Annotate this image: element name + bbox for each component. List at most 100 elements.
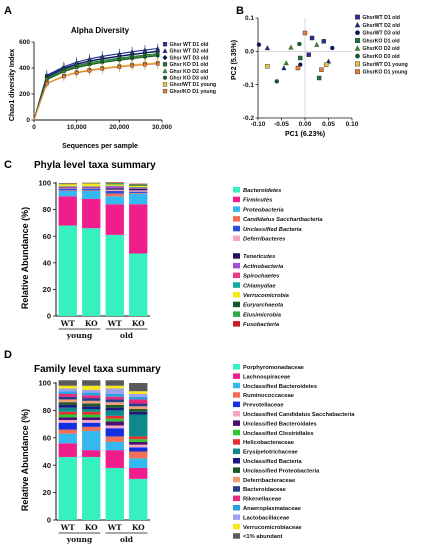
group-label: old — [120, 331, 134, 340]
bar-segment — [59, 190, 77, 191]
legend-label-a: Ghsr KO D3 old — [170, 76, 209, 82]
bar-segment — [82, 190, 100, 191]
bar-segment — [106, 186, 124, 187]
scatter-point — [310, 36, 314, 40]
panel-label-a: A — [4, 5, 12, 17]
bar-segment — [129, 406, 147, 409]
bar-segment — [59, 380, 77, 385]
legend-swatch — [233, 486, 240, 492]
legend-label-b: GhsrKO D2 old — [363, 46, 400, 52]
legend-label-b: GhsrWT D2 old — [363, 23, 400, 29]
bar-segment — [82, 188, 100, 189]
scatter-point — [289, 45, 294, 50]
bar-segment — [129, 439, 147, 442]
bar-segment — [129, 447, 147, 451]
bar-segment — [59, 191, 77, 196]
legend-marker-b — [355, 46, 360, 51]
bar-segment — [59, 226, 77, 316]
bar-segment — [106, 419, 124, 422]
data-point — [143, 55, 146, 58]
bar-segment — [82, 423, 100, 427]
scatter-point — [265, 64, 269, 68]
bar-segment — [106, 184, 124, 185]
legend-label-a: Ghsr KO D1 old — [170, 62, 209, 68]
scatter-point — [265, 46, 270, 51]
bar-segment — [82, 457, 100, 520]
y-tick-label: 40 — [43, 461, 51, 470]
legend-label: Unclassified Candidatus Sacchabacteria — [243, 412, 355, 418]
bar-segment — [129, 412, 147, 415]
x-tick-label-a: 0 — [32, 124, 36, 131]
legend-label: Chlamydiae — [243, 283, 276, 289]
legend-marker-b — [355, 31, 359, 35]
legend-label: Unclassified Clostridiales — [243, 431, 314, 437]
legend-swatch — [233, 402, 240, 408]
legend-label: Tenericutes — [243, 254, 276, 260]
bar-segment — [106, 405, 124, 408]
y-axis-label-d: Relative Abundance (%) — [20, 409, 30, 511]
data-point — [118, 65, 121, 68]
bar-segment — [129, 479, 147, 520]
x-tick-label: WT — [107, 319, 122, 328]
bar-segment — [106, 425, 124, 428]
bar-segment — [59, 189, 77, 190]
bar-segment — [59, 430, 77, 434]
bar-segment — [129, 185, 147, 186]
bar-segment — [106, 450, 124, 468]
bar-segment — [82, 386, 100, 390]
legend-label-a: Ghsr WT D1 old — [170, 42, 209, 48]
bar-segment — [106, 442, 124, 450]
legend-label: Spirochaetes — [243, 274, 280, 280]
legend-marker-a — [163, 83, 167, 87]
bar-segment — [129, 458, 147, 468]
x-axis-label-b: PC1 (6.23%) — [285, 131, 325, 138]
legend-marker-a — [163, 62, 167, 66]
bar-segment — [82, 401, 100, 404]
bar-segment — [106, 188, 124, 189]
bar-segment — [59, 417, 77, 420]
legend-label-a: Ghsr WT D2 old — [170, 49, 209, 55]
legend-marker-b — [355, 54, 359, 58]
legend-label: Erysipelotrichaceae — [243, 450, 299, 456]
legend-marker-a — [163, 42, 167, 46]
bar-segment — [129, 394, 147, 397]
data-point — [143, 63, 146, 66]
bar-segment — [129, 190, 147, 191]
y-tick-label: 40 — [43, 258, 51, 267]
legend-label: Bacteroidetes — [243, 188, 282, 194]
legend-label: Deferribacteraceae — [243, 478, 296, 484]
group-label: old — [120, 535, 134, 544]
legend-swatch — [233, 533, 240, 539]
bar-segment — [129, 383, 147, 391]
scatter-point — [298, 56, 302, 60]
bar-segment — [82, 189, 100, 190]
bar-segment — [129, 452, 147, 459]
bar-segment — [129, 399, 147, 403]
legend-label: Unclassified Bacteria — [243, 227, 302, 233]
y-axis-label-b: PC2 (5.35%) — [231, 40, 238, 80]
bar-segment — [59, 388, 77, 391]
legend-label-b: GhsrWT D3 old — [363, 31, 400, 37]
legend-swatch — [233, 477, 240, 483]
legend-label: Ruminococcaceae — [243, 393, 295, 399]
legend-swatch — [233, 226, 240, 232]
y-tick-label-a: 0 — [26, 117, 30, 124]
bar-segment — [106, 380, 124, 385]
legend-marker-b — [355, 15, 359, 19]
y-tick-label-a: 600 — [19, 39, 30, 46]
legend-marker-b — [355, 62, 359, 66]
scatter-point — [307, 53, 311, 57]
legend-swatch — [233, 311, 240, 317]
legend-label: Verrucomicrobiaceae — [243, 525, 302, 531]
legend-label: Unclassified Proteobacteria — [243, 468, 320, 474]
bar-segment — [82, 398, 100, 401]
bar-segment — [106, 468, 124, 520]
legend-swatch — [233, 420, 240, 426]
y-tick-label: 60 — [43, 232, 51, 241]
bar-segment — [59, 187, 77, 188]
bar-segment — [106, 436, 124, 441]
legend-label: Firmicutes — [243, 198, 273, 204]
scatter-point — [317, 76, 321, 80]
bar-segment — [59, 399, 77, 402]
bar-segment — [129, 189, 147, 190]
